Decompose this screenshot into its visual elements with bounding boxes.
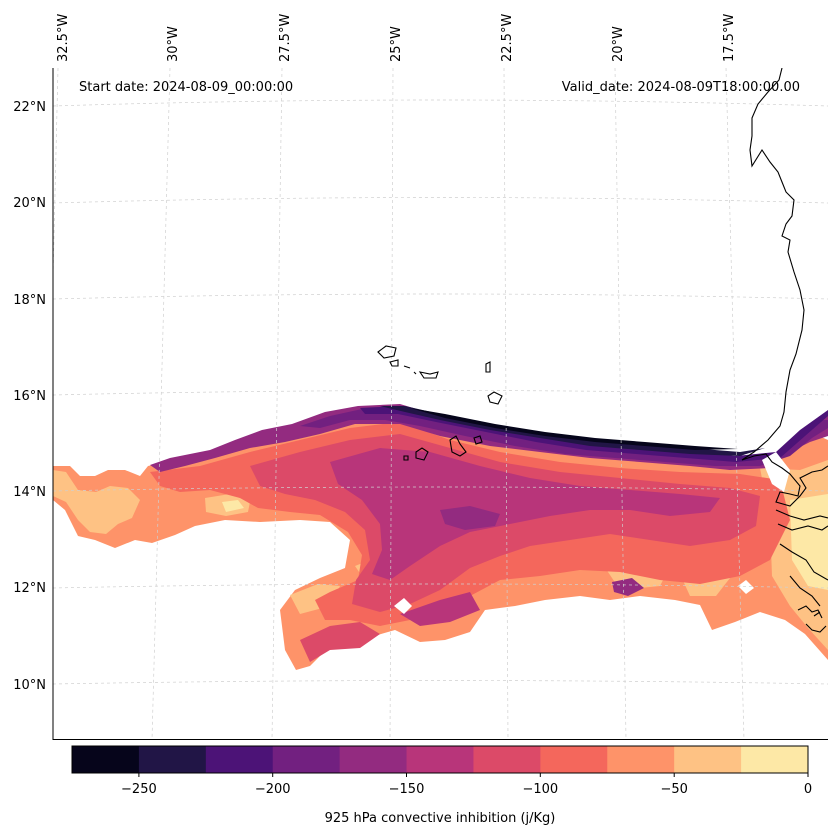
colorbar-tick-label-minus-50: −50 [660,782,687,797]
cin-band-lightest-east [790,494,828,590]
colorbar-title: 925 hPa convective inhibition (j/Kg) [325,811,556,826]
cin-band-200 [300,408,828,466]
coast-islands-bijagos [797,605,827,633]
cape-verde-sal [485,361,491,373]
cape-verde-santiago [449,435,467,457]
colorbar-tick-label-minus-200: −200 [255,782,291,797]
field-gap-2 [738,580,754,594]
lon-label-30w: 30°W [166,26,181,62]
colorbar-cell [607,746,675,773]
colorbar-outline [71,745,809,774]
latitude-labels: 22°N 20°N 18°N 16°N 14°N 12°N 10°N [13,100,46,693]
lat-label-18n: 18°N [13,293,46,308]
cape-verde-boa-vista [487,391,503,405]
cape-verde-santa-luzia [403,365,417,375]
colorbar-cell [72,746,140,773]
cape-verde-sao-vicente [389,359,399,367]
cin-band-red-south [300,622,380,662]
start-date-label: Start date: 2024-08-09_00:00:00 [79,80,293,95]
cin-band-magenta [330,448,720,580]
valid-date-label: Valid_date: 2024-08-09T18:00:00.00 [562,80,800,95]
cin-band-purple-core-2 [612,578,644,596]
lat-label-22n: 22°N [13,100,46,115]
colorbar-cell [272,746,341,773]
cin-band-purple-core [440,506,500,530]
colorbar-tick-label-minus-100: −100 [522,782,558,797]
lat-label-16n: 16°N [13,389,46,404]
colorbar-cell [674,746,742,773]
graticule [53,68,828,740]
african-coastline [741,68,828,507]
longitude-labels: 32.5°W 30°W 27.5°W 25°W 22.5°W 20°W 17.5… [56,14,737,62]
lon-label-17-5w: 17.5°W [722,14,737,62]
colorbar-cell [406,746,474,773]
field-gap-1 [394,598,412,614]
country-border-1 [775,509,828,521]
cin-band-light-patch-2 [222,500,244,512]
colorbar: −250 −200 −150 −100 −50 0 925 hPa convec… [71,745,812,826]
colorbar-cell [473,746,541,773]
country-border-4 [789,575,821,607]
cape-verde-fogo [415,447,429,461]
colorbar-tick-label-minus-250: −250 [121,782,157,797]
colorbar-cells [72,746,809,773]
lat-label-12n: 12°N [13,581,46,596]
cape-verde-brava [403,455,409,461]
lat-label-10n: 10°N [13,678,46,693]
cin-band-light-west [53,470,140,534]
country-border-2 [777,523,828,531]
coastlines [377,68,828,633]
cin-field [53,404,828,670]
lon-label-27-5w: 27.5°W [278,14,293,62]
country-border-3 [779,543,828,581]
cape-verde-sao-nicolau [418,371,439,379]
cape-verde-santo-antao [377,345,397,359]
lon-label-20w: 20°W [611,26,626,62]
cin-band-magenta-south [400,592,480,626]
cape-verde-maio [473,435,483,445]
colorbar-tick-label-0: 0 [804,782,812,797]
cin-band-250 [380,406,765,456]
lon-label-22-5w: 22.5°W [500,14,515,62]
colorbar-cell [339,746,408,773]
colorbar-tick-label-minus-150: −150 [389,782,425,797]
colorbar-cell [138,746,207,773]
lon-label-25w: 25°W [389,26,404,62]
colorbar-cell [205,746,274,773]
field-gap-3 [762,452,790,492]
map-panel: Start date: 2024-08-09_00:00:00 Valid_da… [53,68,828,740]
colorbar-ticks [138,773,809,777]
lat-label-20n: 20°N [13,196,46,211]
lon-label-32-5w: 32.5°W [56,14,71,62]
colorbar-cell [540,746,608,773]
colorbar-cell [741,746,809,773]
lat-label-14n: 14°N [13,485,46,500]
